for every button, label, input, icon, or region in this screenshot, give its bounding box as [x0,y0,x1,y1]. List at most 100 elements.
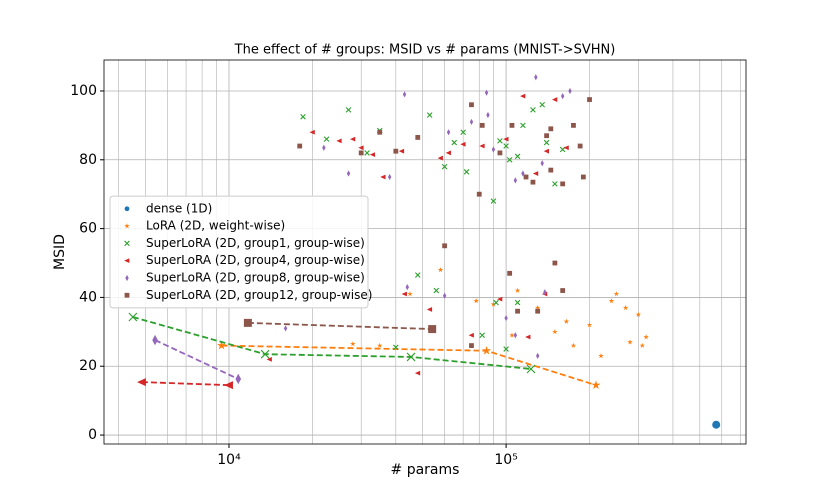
point [552,181,558,187]
y-axis-label: MSID [52,234,68,270]
legend-marker [124,240,130,247]
point [563,318,570,324]
point [426,307,433,312]
point [506,156,513,163]
point [451,139,458,146]
point [377,129,383,135]
point [627,339,633,345]
point [469,118,474,126]
point [350,340,356,347]
point [398,148,405,154]
point [406,352,416,362]
legend-marker [124,206,130,212]
point [283,325,288,332]
point [266,356,272,362]
x-axis-label: # params [391,462,460,478]
point [309,129,315,135]
point [152,334,158,346]
pareto-line [247,321,433,330]
pareto-line [221,344,597,387]
point [405,283,409,291]
point [460,129,466,136]
point [530,107,536,113]
point [414,272,421,278]
y-tick-label: 100 [70,83,97,99]
point [552,260,558,266]
y-tick-label: 60 [79,221,97,237]
point [712,420,721,429]
point [322,144,326,151]
point [563,145,569,151]
point [393,344,399,351]
point [476,191,482,197]
point [442,292,447,299]
point [497,138,503,144]
point [568,87,572,95]
point [526,364,536,374]
point [323,136,330,142]
point [493,299,499,306]
legend-label: SuperLoRA (2D, group12, group-wise) [146,288,372,302]
point [235,373,242,385]
legend: dense (1D) LoRA (2D, weight-wise) SuperLoR… [109,195,372,309]
point [548,167,554,173]
point [479,122,485,128]
point [544,133,549,139]
point [260,349,270,359]
point [530,179,536,185]
point [560,288,566,293]
point [369,152,376,158]
point [598,353,604,359]
point [491,146,496,153]
legend-marker [125,274,129,282]
point [520,93,526,99]
point [591,380,601,390]
point [534,74,538,81]
point [509,122,515,128]
point [224,381,233,390]
point [437,155,443,161]
point [532,171,539,176]
point [460,141,466,147]
point [300,113,306,120]
point [503,143,509,149]
point [540,160,544,167]
legend-label: LoRA (2D, weight-wise) [146,219,285,233]
point [535,352,540,360]
point [560,181,566,187]
point [514,287,521,293]
point [401,291,407,297]
point [509,332,515,338]
point [523,174,529,180]
point [469,102,474,108]
point [580,174,586,180]
point [534,304,541,311]
point [469,343,474,348]
point [380,174,386,180]
point [479,143,485,149]
point [613,291,620,297]
point [346,170,351,177]
legend-box [109,195,369,309]
point [441,163,448,170]
point [571,122,576,128]
point [442,243,448,249]
point [514,299,521,306]
point [481,345,492,355]
legend-marker [124,258,130,264]
point [548,126,554,132]
point [587,97,592,102]
point [586,322,593,328]
y-tick-label: 80 [79,152,97,168]
x-tick-label: 10⁴ [217,452,241,468]
point [535,308,541,314]
point [543,139,550,146]
point [407,291,413,297]
point [570,342,577,348]
point [358,145,364,151]
legend-marker [124,223,130,229]
point [137,378,146,387]
point [415,135,421,140]
chart-title: The effect of # groups: MSID vs # params… [234,43,616,58]
